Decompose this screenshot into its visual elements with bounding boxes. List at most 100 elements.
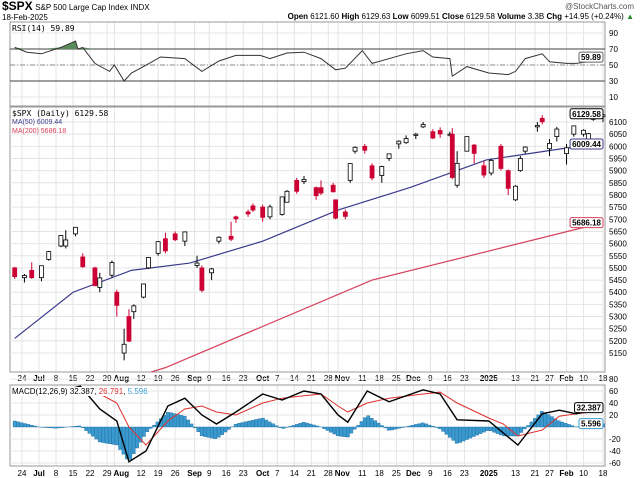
x-tick-label: 21 [530,469,539,478]
macd-histogram-bar [182,415,187,428]
macd-histogram-bar [267,421,272,428]
rsi-legend: RSI(14) 59.89 [12,24,75,33]
price-y-tick: 5600 [609,240,627,249]
macd-histogram-bar [193,426,197,429]
candle-body [534,125,540,128]
macd-histogram-bar [172,413,177,428]
candle-body [294,179,300,192]
price-y-tick: 5350 [609,300,627,309]
volume-value: 3.3B [527,12,545,21]
ma200-legend: MA(200) 5686.18 [12,128,67,135]
macd-histogram-bar [274,425,279,428]
macd-histogram-bar [97,426,102,443]
macd-histogram-bar [458,426,462,443]
macd-histogram-bar [111,426,116,445]
price-y-tick: 5900 [609,167,627,176]
x-tick-label: 10 [579,469,588,478]
candle-body [233,216,239,220]
candle-body [352,146,358,152]
price-y-tick: 6100 [609,118,627,127]
macd-histogram-bar [356,425,360,428]
macd-y-tick: 40 [609,399,618,408]
macd-histogram-bar [380,425,384,428]
macd-histogram-bar [332,426,337,435]
macd-histogram-bar [148,426,153,429]
x-tick-label: 9 [207,469,212,478]
macd-histogram-bar [196,426,201,433]
x-tick-label: 13 [511,469,520,478]
macd-histogram-bar [454,426,459,444]
candle-body [333,199,338,219]
macd-y-tick: -20 [609,435,621,444]
candle-body [250,205,256,211]
x-tick-label: 23 [239,469,248,478]
candle-body [581,129,586,135]
chart-date: 18-Feb-2025 [2,13,48,22]
macd-histogram-bar [223,426,228,433]
macd-histogram-bar [189,423,194,428]
macd-histogram-bar [308,423,313,428]
candle-body [301,178,307,182]
candle-body [513,185,518,201]
rsi-y-tick: 10 [609,93,618,102]
rsi-y-tick: 30 [609,77,618,86]
candle-body [279,196,285,215]
macd-histogram-bar [84,426,88,431]
macd-y-tick: 20 [609,411,618,420]
x-tick-label: Oct [256,469,270,478]
macd-histogram-bar [376,422,381,428]
macd-histogram-bar [142,426,146,437]
candle-body [454,162,460,186]
macd-histogram-bar [373,420,377,428]
candle-body [182,231,188,242]
macd-histogram-bar [526,425,530,428]
macd-histogram-bar [94,426,99,440]
rsi-last-value: 59.89 [581,53,602,62]
macd-histogram-bar [210,426,214,439]
macd-histogram-bar [50,426,54,429]
x-tick-label: 9 [428,469,433,478]
macd-histogram-bar [152,425,156,428]
x-tick-label: 16 [222,469,231,478]
macd-histogram-bar [329,426,333,433]
macd-last-value-box [574,402,604,414]
x-tick-label: 15 [69,469,78,478]
macd-histogram-bar [295,424,299,428]
x-tick-label: 29 [103,469,112,478]
candle-body [141,283,146,298]
macd-histogram-bar [339,426,343,437]
price-y-tick: 5550 [609,252,627,261]
candle-body [464,136,470,152]
macd-histogram-bar [366,415,371,428]
macd-histogram-bar [427,424,432,428]
candle-body [403,138,409,144]
macd-histogram-bar [203,426,207,437]
macd-histogram-bar [305,422,309,428]
price-y-tick: 5200 [609,337,627,346]
macd-histogram-bar [397,426,401,429]
macd-histogram-bar [471,426,476,437]
candle-body [109,262,115,276]
macd-histogram-bar [420,422,425,428]
high-label: High [341,12,360,21]
candle-body [121,343,127,354]
x-tick-label: 25 [392,469,401,478]
ma200-last-value-box [569,217,604,229]
candle-body [22,275,27,279]
ma50-line [14,143,604,339]
macd-histogram-bar [244,421,248,428]
candle-body [517,158,523,172]
macd-y-tick: 80 [609,375,618,384]
exchange: INDX [130,3,150,12]
macd-histogram-bar [74,426,78,428]
chg-value: +14.95 (+0.24%) [564,12,624,21]
macd-histogram-bar [560,421,564,428]
macd-histogram-bar [335,426,340,437]
price-y-tick: 5650 [609,227,627,236]
candle-body [347,163,353,181]
candle-body [396,140,402,145]
macd-histogram-bar [91,426,95,437]
candle-body [437,130,443,135]
macd-legend: MACD(12,26,9) 32.387, 26.791, 5.596 [12,387,148,396]
macd-histogram-bar [237,423,241,428]
